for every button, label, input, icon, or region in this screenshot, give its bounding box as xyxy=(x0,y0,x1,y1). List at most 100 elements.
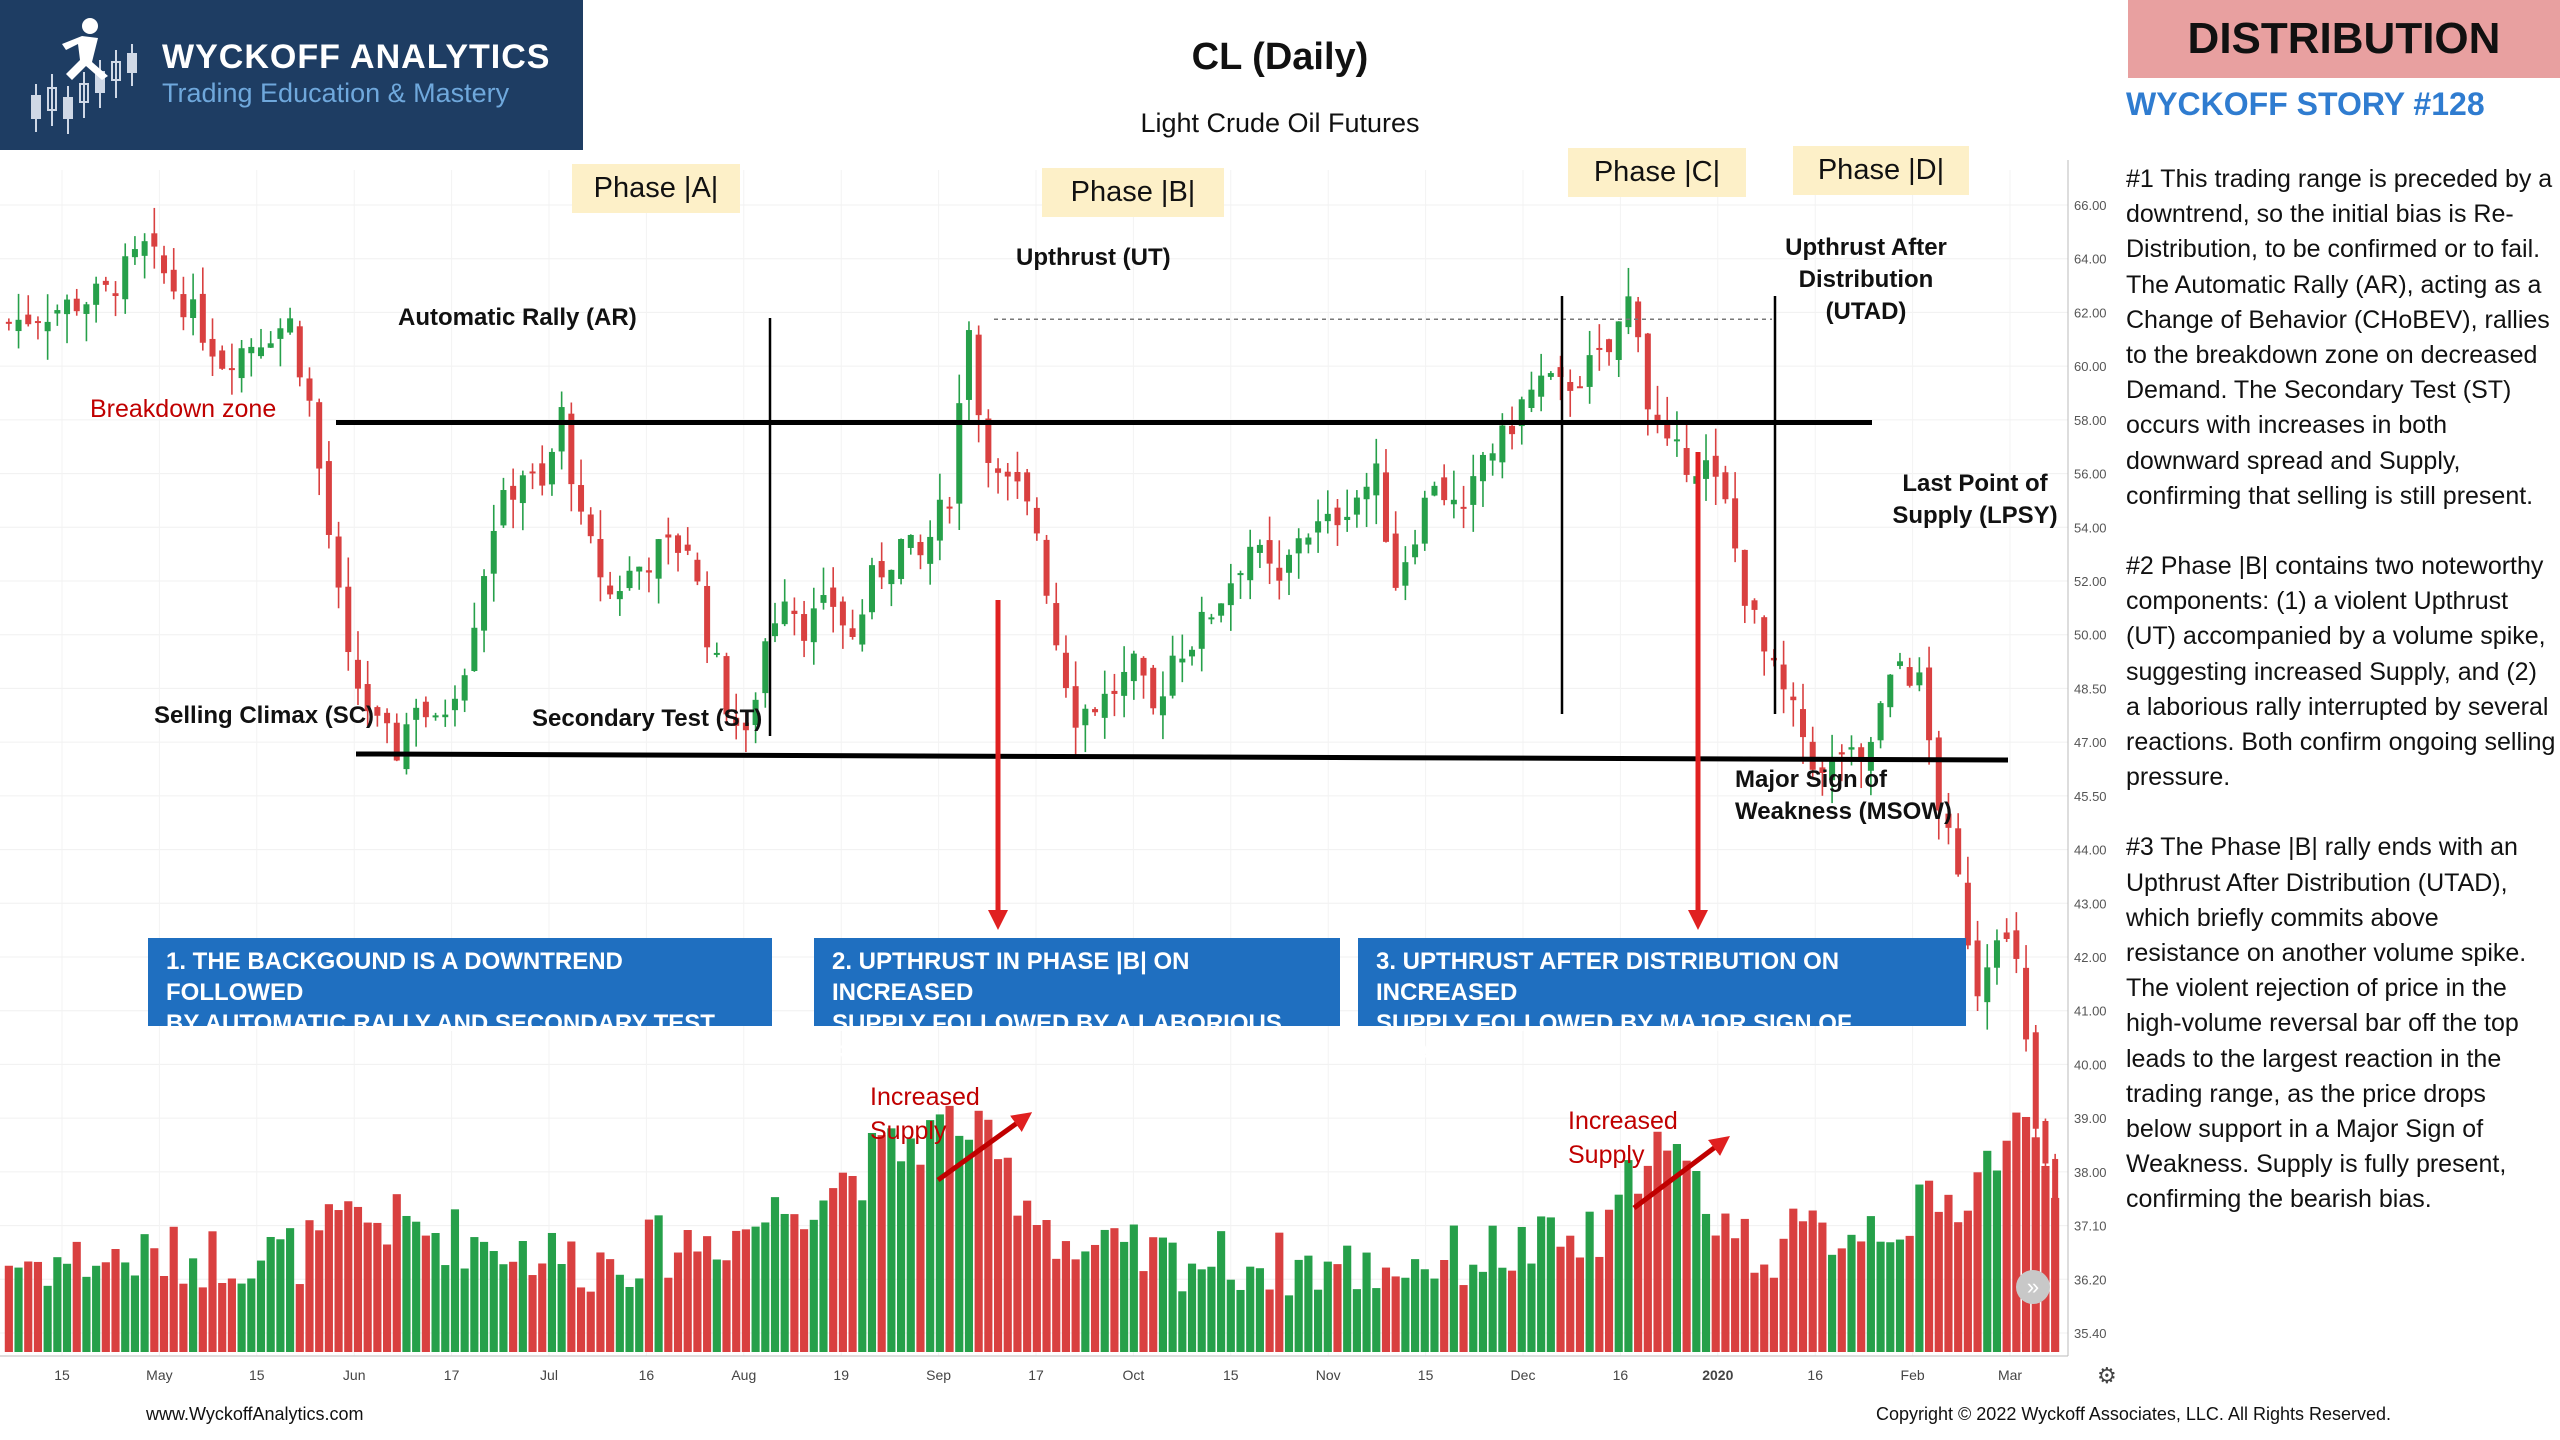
volume-bar xyxy=(1711,1235,1720,1352)
candle-body xyxy=(1324,513,1331,522)
candle-body xyxy=(539,463,546,486)
y-tick-label: 44.00 xyxy=(2074,843,2107,858)
volume-bar xyxy=(848,1175,857,1352)
volume-bar xyxy=(945,1105,954,1352)
candle-body xyxy=(1159,696,1166,716)
volume-bar xyxy=(528,1275,537,1352)
utad-label: Upthrust After Distribution (UTAD) xyxy=(1716,232,2016,328)
candlestick-series xyxy=(5,207,2059,1232)
volume-bar xyxy=(683,1230,692,1352)
volume-bar xyxy=(1886,1242,1895,1352)
candle-body xyxy=(1615,321,1622,360)
candle-body xyxy=(44,321,51,332)
settings-gear-icon[interactable]: ⚙ xyxy=(2097,1363,2117,1388)
y-tick-label: 48.50 xyxy=(2074,681,2107,696)
candle-body xyxy=(34,321,41,324)
volume-bar xyxy=(964,1139,974,1352)
volume-bar xyxy=(1197,1269,1206,1352)
x-tick-label: Aug xyxy=(731,1367,756,1383)
volume-bar xyxy=(2051,1197,2060,1352)
volume-bar xyxy=(33,1261,43,1352)
utad-label-line-2: (UTAD) xyxy=(1825,298,1907,325)
volume-bar xyxy=(1837,1248,1846,1352)
candle-body xyxy=(2013,930,2020,959)
story-box-1-line-1: 1. THE BACKGOUND IS A DOWNTREND FOLLOWED xyxy=(166,948,623,1006)
volume-bar xyxy=(2031,1137,2040,1352)
candle-body xyxy=(364,684,371,712)
candle-body xyxy=(1877,703,1884,741)
candle-body xyxy=(1819,767,1826,773)
candle-body xyxy=(190,299,197,319)
candle-body xyxy=(1518,399,1525,427)
runner-logo-icon xyxy=(31,18,137,134)
candle-body xyxy=(927,536,934,564)
volume-bar xyxy=(24,1261,33,1352)
volume-bar xyxy=(1740,1218,1749,1352)
volume-bar xyxy=(315,1230,324,1352)
volume-bar xyxy=(1507,1270,1517,1352)
volume-bar xyxy=(703,1236,712,1352)
candle-body xyxy=(1363,486,1370,500)
candle-body xyxy=(287,318,294,333)
candle-body xyxy=(1809,741,1816,770)
candle-body xyxy=(1625,296,1632,328)
y-tick-label: 60.00 xyxy=(2074,359,2107,374)
x-tick-label: 16 xyxy=(1613,1367,1629,1383)
volume-bar xyxy=(1798,1221,1808,1352)
volume-bar xyxy=(1769,1277,1778,1352)
volume-bar xyxy=(1517,1226,1526,1352)
story-text-panel: #1 This trading range is preceded by a d… xyxy=(2126,162,2556,1253)
volume-bar xyxy=(654,1215,663,1352)
candle-body xyxy=(704,585,711,648)
volume-bar xyxy=(1905,1235,1914,1352)
y-tick-label: 36.20 xyxy=(2074,1272,2107,1287)
volume-bar xyxy=(1042,1220,1051,1352)
volume-bar xyxy=(819,1200,828,1352)
volume-bar xyxy=(169,1226,178,1352)
candle-body xyxy=(257,347,265,357)
volume-bar xyxy=(266,1236,275,1352)
volume-bar xyxy=(1595,1256,1604,1352)
volume-bar xyxy=(227,1278,236,1352)
volume-bar xyxy=(664,1277,673,1352)
volume-bar xyxy=(295,1284,304,1352)
volume-bar xyxy=(751,1226,760,1352)
candle-body xyxy=(267,343,274,348)
candle-body xyxy=(1993,940,2000,968)
candle-body xyxy=(742,722,749,731)
candle-body xyxy=(965,330,972,400)
candle-body xyxy=(1218,603,1225,616)
distribution-badge: DISTRIBUTION xyxy=(2128,0,2560,78)
candle-body xyxy=(1421,497,1428,544)
candle-body xyxy=(1567,382,1574,391)
scroll-right-button[interactable]: » xyxy=(2016,1270,2050,1304)
candle-body xyxy=(1315,521,1322,533)
volume-bar xyxy=(2041,1165,2050,1352)
phase-d-label: Phase |D| xyxy=(1793,146,1969,195)
volume-bar xyxy=(955,1135,964,1352)
candle-body xyxy=(675,535,682,553)
volume-bar xyxy=(586,1291,595,1352)
story-paragraph-2: #2 Phase |B| contains two noteworthy com… xyxy=(2126,552,2556,792)
story-paragraph-3: #3 The Phase |B| rally ends with an Upth… xyxy=(2126,833,2527,1214)
candle-body xyxy=(180,294,187,318)
candle-body xyxy=(859,614,866,645)
y-tick-label: 43.00 xyxy=(2074,896,2107,911)
volume-bar xyxy=(82,1276,91,1352)
candle-body xyxy=(442,714,449,718)
candle-body xyxy=(2023,967,2030,1040)
volume-bar xyxy=(353,1206,363,1352)
candle-body xyxy=(791,610,798,614)
volume-bar xyxy=(1925,1180,1934,1352)
volume-bar xyxy=(1411,1259,1420,1352)
volume-bar xyxy=(722,1260,731,1352)
volume-bar xyxy=(1828,1254,1837,1352)
volume-bar xyxy=(1343,1245,1352,1352)
x-tick-label: 15 xyxy=(249,1367,265,1383)
volume-bar xyxy=(324,1204,333,1352)
volume-bar xyxy=(1701,1213,1711,1352)
candle-body xyxy=(1751,600,1758,610)
candle-body xyxy=(568,413,575,485)
phase-b-label: Phase |B| xyxy=(1042,168,1224,217)
volume-bar xyxy=(1750,1272,1759,1352)
